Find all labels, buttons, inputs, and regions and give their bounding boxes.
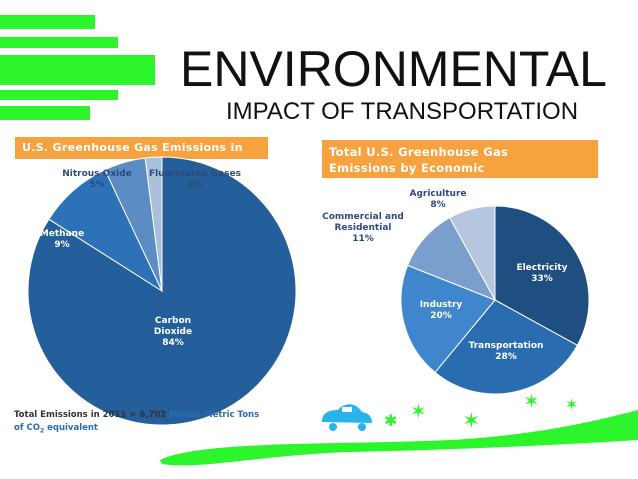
slice-label: Carbon Dioxide 84% [154, 316, 192, 348]
pie-slice-electricity [494, 205, 590, 346]
green-road [160, 410, 638, 466]
slice-label: Agriculture 8% [409, 189, 466, 210]
slice-label: Fluorinated Gases 2% [149, 169, 241, 190]
pie-slice-industry [400, 264, 496, 374]
pie-slice-transportation [434, 299, 579, 395]
decor-bar [0, 15, 95, 29]
svg-text:✶: ✶ [523, 389, 540, 413]
slice-label: Commercial and Residential 11% [322, 212, 404, 244]
decor-bar [0, 90, 118, 100]
slice-label: Transportation 28% [469, 341, 544, 362]
pie-slice-fluorinated-gases [144, 156, 163, 292]
slice-label: Electricity 33% [516, 263, 567, 284]
pie-slice-commercial-and-residential [406, 216, 497, 301]
car-icon [322, 404, 372, 431]
svg-text:✶: ✶ [462, 409, 480, 434]
decor-bar [0, 55, 155, 85]
decor-bar [0, 106, 90, 120]
slice-label: Industry 20% [420, 300, 463, 321]
svg-text:✶: ✶ [565, 395, 578, 414]
leaf-icon: ✱ ✶ ✶ ✶ ✶ [384, 389, 578, 434]
slide-title: ENVIRONMENTAL [180, 41, 607, 97]
chart1-title: U.S. Greenhouse Gas Emissions in 2011 [15, 137, 268, 171]
slice-label: Methane 9% [40, 229, 84, 250]
total-emissions-note: Total Emissions in 2011 = 6,702 Million … [14, 410, 260, 435]
slice-label: Nitrous Oxide 5% [62, 169, 132, 190]
decor-bar [0, 37, 118, 48]
svg-text:✶: ✶ [410, 399, 427, 423]
chart2-title: Total U.S. Greenhouse Gas Emissions by E… [322, 140, 598, 191]
svg-text:✱: ✱ [384, 411, 397, 430]
slide-subtitle: IMPACT OF TRANSPORTATION [226, 98, 579, 125]
pie-slice-agriculture [449, 205, 496, 301]
